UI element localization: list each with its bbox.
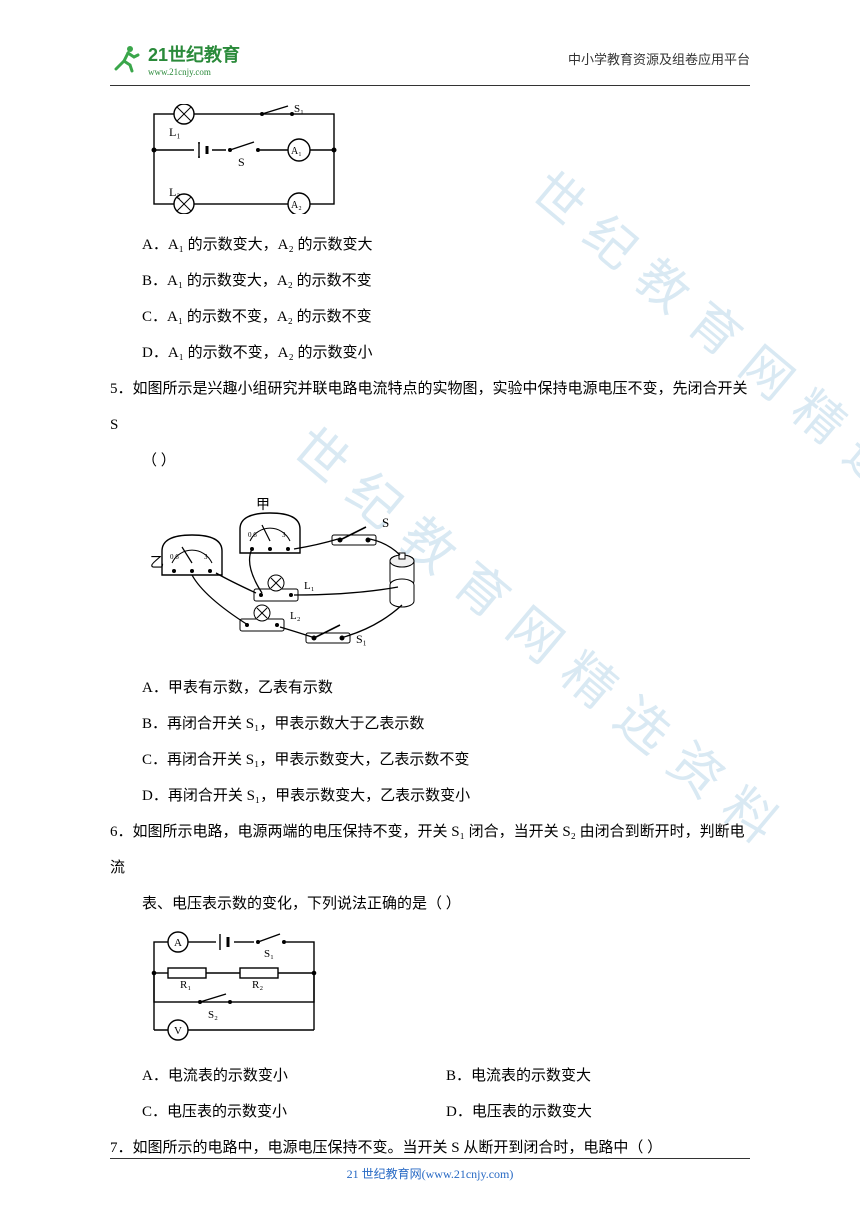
q7-stem: 7．如图所示的电路中，电源电压保持不变。当开关 S 从断开到闭合时，电路中（ ） <box>110 1130 750 1166</box>
q4-option-a: A．A₁ 的示数变大，A₂ 的示数变大 <box>110 227 750 263</box>
logo: 21世纪教育 www.21cnjy.com <box>110 41 240 77</box>
fig4-L1: L₁ <box>169 125 181 139</box>
fig5-jia: 甲 <box>256 498 270 513</box>
q6-stem: 6．如图所示电路，电源两端的电压保持不变，开关 S₁ 闭合，当开关 S₂ 由闭合… <box>110 814 750 886</box>
fig4-S1: S₁ <box>294 104 304 115</box>
page-header: 21世纪教育 www.21cnjy.com 中小学教育资源及组卷应用平台 <box>110 38 750 86</box>
logo-sub-text: www.21cnjy.com <box>148 67 240 77</box>
q4-option-c: C．A₁ 的示数不变，A₂ 的示数不变 <box>110 299 750 335</box>
fig6-V: V <box>174 1025 182 1037</box>
q4-figure: L₁ S₁ S A₁ L₂ A₂ <box>144 104 750 219</box>
q5-option-d: D．再闭合开关 S₁，甲表示数变大，乙表示数变小 <box>110 778 750 814</box>
q5-option-c: C．再闭合开关 S₁，甲表示数变大，乙表示数不变 <box>110 742 750 778</box>
svg-text:0.6: 0.6 <box>170 553 179 561</box>
svg-text:3: 3 <box>282 531 286 539</box>
header-right-text: 中小学教育资源及组卷应用平台 <box>568 49 750 68</box>
fig4-S: S <box>238 155 245 169</box>
fig5-yi: 乙 <box>150 555 164 571</box>
fig4-L2: L₂ <box>169 185 181 199</box>
q6-stem-2: 表、电压表示数的变化，下列说法正确的是（ ） <box>110 886 750 922</box>
q6-options-row2: C．电压表的示数变小 D．电压表的示数变大 <box>110 1094 750 1130</box>
fig5-L1: L₁ <box>304 580 315 592</box>
logo-text: 21世纪教育 www.21cnjy.com <box>148 41 240 77</box>
fig6-S2: S₂ <box>208 1009 218 1021</box>
q6-option-b: B．电流表的示数变大 <box>446 1058 750 1094</box>
runner-icon <box>110 43 142 75</box>
svg-text:3: 3 <box>204 553 208 561</box>
q6-option-d: D．电压表的示数变大 <box>446 1094 750 1130</box>
page-content: L₁ S₁ S A₁ L₂ A₂ <box>110 110 750 1146</box>
q5-figure: 0.6 3 乙 0.6 3 甲 S <box>144 487 750 662</box>
q6-option-c: C．电压表的示数变小 <box>110 1094 446 1130</box>
q5-stem: 5．如图所示是兴趣小组研究并联电路电流特点的实物图，实验中保持电源电压不变，先闭… <box>110 371 750 443</box>
fig4-A1: A₁ <box>291 146 302 157</box>
fig5-S1: S₁ <box>356 632 367 646</box>
q4-option-b: B．A₁ 的示数变大，A₂ 的示数不变 <box>110 263 750 299</box>
fig6-R2: R₂ <box>252 979 263 991</box>
q5-option-a: A．甲表有示数，乙表有示数 <box>110 670 750 706</box>
q4-option-d: D．A₁ 的示数不变，A₂ 的示数变小 <box>110 335 750 371</box>
q6-option-a: A．电流表的示数变小 <box>110 1058 446 1094</box>
fig4-A2: A₂ <box>291 200 302 211</box>
footer-text: 21 世纪教育网(www.21cnjy.com) <box>347 1167 514 1181</box>
fig6-A: A <box>174 937 182 949</box>
q5-option-b: B．再闭合开关 S₁，甲表示数大于乙表示数 <box>110 706 750 742</box>
fig6-R1: R₁ <box>180 979 191 991</box>
logo-main-text: 21世纪教育 <box>148 45 240 65</box>
fig6-S1: S₁ <box>264 948 274 960</box>
fig5-S: S <box>382 515 389 530</box>
q6-figure: A S₁ R₁ R₂ S₂ <box>144 930 750 1050</box>
q5-blank: （ ） <box>110 443 750 479</box>
q6-options-row1: A．电流表的示数变小 B．电流表的示数变大 <box>110 1058 750 1094</box>
svg-text:0.6: 0.6 <box>248 531 257 539</box>
fig5-L2: L₂ <box>290 610 301 622</box>
